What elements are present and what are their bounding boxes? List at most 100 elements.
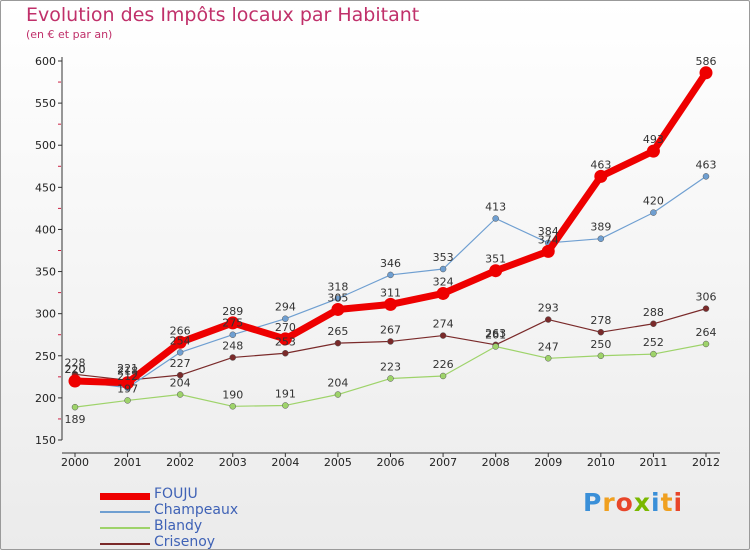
x-tick-label: 2000 xyxy=(61,456,89,469)
data-point-blandy xyxy=(229,403,236,410)
data-label-champeaux: 353 xyxy=(433,251,454,264)
x-tick-label: 2002 xyxy=(166,456,194,469)
data-point-champeaux xyxy=(229,331,236,338)
chart-subtitle: (en € et par an) xyxy=(26,28,113,41)
data-label-blandy: 261 xyxy=(485,329,506,342)
legend-label: Crisenoy xyxy=(154,534,216,550)
y-tick-label: 600 xyxy=(35,55,56,68)
data-label-crisenoy: 253 xyxy=(275,335,296,348)
data-point-blandy xyxy=(492,343,499,350)
data-label-champeaux: 384 xyxy=(538,225,559,238)
data-label-champeaux: 220 xyxy=(65,363,86,376)
x-tick-label: 2001 xyxy=(114,456,142,469)
data-label-champeaux: 389 xyxy=(590,221,611,234)
data-point-fouju xyxy=(331,302,345,316)
data-point-blandy xyxy=(545,355,552,362)
y-tick-label: 200 xyxy=(35,392,56,405)
data-point-fouju xyxy=(436,286,450,300)
data-point-champeaux xyxy=(282,315,289,322)
data-point-fouju xyxy=(68,374,82,388)
data-label-fouju: 266 xyxy=(170,324,191,337)
data-point-champeaux xyxy=(650,209,657,216)
data-label-blandy: 197 xyxy=(117,382,138,395)
data-point-crisenoy xyxy=(545,316,552,323)
data-point-champeaux xyxy=(597,235,605,242)
data-label-fouju: 218 xyxy=(117,365,138,378)
data-label-crisenoy: 265 xyxy=(327,325,348,338)
y-tick-label: 500 xyxy=(35,139,56,152)
data-point-blandy xyxy=(650,350,657,358)
data-point-crisenoy xyxy=(282,350,289,357)
x-tick-label: 2011 xyxy=(639,456,667,469)
y-tick-label: 150 xyxy=(35,434,56,447)
data-label-fouju: 289 xyxy=(222,305,243,318)
data-point-fouju xyxy=(541,244,555,258)
x-tick-label: 2005 xyxy=(324,456,352,469)
x-tick-label: 2004 xyxy=(271,456,299,469)
data-label-crisenoy: 263 xyxy=(485,327,506,340)
data-label-champeaux: 254 xyxy=(170,334,191,347)
series-line-champeaux xyxy=(74,175,707,389)
data-label-fouju: 270 xyxy=(275,321,296,334)
data-label-crisenoy: 288 xyxy=(643,306,664,319)
data-point-blandy xyxy=(334,391,342,398)
data-point-blandy xyxy=(387,375,394,382)
data-label-champeaux: 413 xyxy=(485,200,506,213)
data-point-crisenoy xyxy=(597,328,605,336)
data-label-fouju: 374 xyxy=(538,233,559,246)
data-label-champeaux: 318 xyxy=(327,281,348,294)
legend-label: Champeaux xyxy=(154,502,239,518)
data-point-fouju xyxy=(226,316,240,330)
x-tick-label: 2006 xyxy=(377,456,405,469)
data-point-blandy xyxy=(439,372,447,380)
data-label-crisenoy: 267 xyxy=(380,323,401,336)
data-point-fouju xyxy=(489,264,503,278)
data-point-blandy xyxy=(71,403,79,411)
data-label-blandy: 190 xyxy=(222,388,243,401)
data-label-fouju: 324 xyxy=(433,275,454,288)
data-label-blandy: 226 xyxy=(433,358,454,371)
data-label-blandy: 204 xyxy=(327,377,348,390)
x-tick-label: 2012 xyxy=(692,456,720,469)
data-point-champeaux xyxy=(334,295,342,302)
legend-swatch xyxy=(100,511,150,513)
x-tick-label: 2010 xyxy=(587,456,615,469)
chart-title: Evolution des Impôts locaux par Habitant xyxy=(26,4,420,26)
data-point-champeaux xyxy=(439,265,447,273)
data-point-champeaux xyxy=(176,349,184,356)
data-label-crisenoy: 248 xyxy=(222,339,243,352)
data-label-champeaux: 294 xyxy=(275,301,296,314)
data-label-blandy: 247 xyxy=(538,340,559,353)
data-point-crisenoy xyxy=(439,332,447,339)
y-tick-label: 350 xyxy=(35,266,56,279)
data-point-crisenoy xyxy=(229,354,236,361)
x-tick-label: 2009 xyxy=(534,456,562,469)
data-label-crisenoy: 306 xyxy=(696,291,717,304)
legend-label: FOUJU xyxy=(154,486,198,502)
legend-label: Blandy xyxy=(154,518,203,534)
data-label-blandy: 223 xyxy=(380,361,401,374)
data-point-champeaux xyxy=(702,173,710,180)
y-tick-label: 550 xyxy=(35,97,56,110)
data-point-crisenoy xyxy=(387,338,394,345)
y-tick-label: 300 xyxy=(35,308,56,321)
y-tick-label: 450 xyxy=(35,181,56,194)
y-tick-label: 400 xyxy=(35,223,56,236)
data-point-crisenoy xyxy=(176,371,184,379)
data-label-blandy: 204 xyxy=(170,377,191,390)
data-point-crisenoy xyxy=(702,305,710,312)
data-point-blandy xyxy=(702,340,710,348)
legend-swatch xyxy=(100,527,150,529)
proxiti-logo: Proxiti xyxy=(583,488,684,517)
y-tick-label: 250 xyxy=(35,350,56,363)
data-point-fouju xyxy=(173,335,187,349)
data-label-blandy: 191 xyxy=(275,387,296,400)
data-label-fouju: 463 xyxy=(590,158,611,171)
data-point-crisenoy xyxy=(650,320,657,328)
data-label-blandy: 252 xyxy=(643,336,664,349)
data-label-crisenoy: 278 xyxy=(590,314,611,327)
data-label-champeaux: 420 xyxy=(643,195,664,208)
data-label-crisenoy: 227 xyxy=(170,357,191,370)
data-point-fouju xyxy=(121,376,135,390)
